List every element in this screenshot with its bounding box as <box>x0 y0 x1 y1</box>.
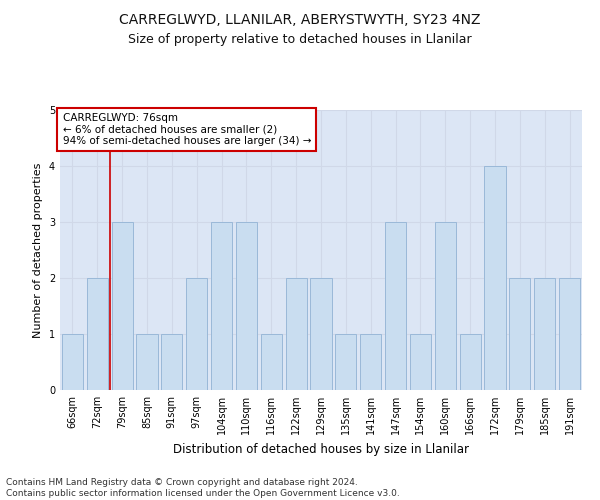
Bar <box>385 222 406 390</box>
Bar <box>161 334 182 390</box>
Bar <box>484 166 506 390</box>
Bar <box>236 222 257 390</box>
Bar <box>87 278 108 390</box>
Bar <box>460 334 481 390</box>
Text: Size of property relative to detached houses in Llanilar: Size of property relative to detached ho… <box>128 32 472 46</box>
Bar <box>112 222 133 390</box>
Bar <box>211 222 232 390</box>
Bar <box>559 278 580 390</box>
Bar <box>435 222 456 390</box>
Bar <box>286 278 307 390</box>
Bar <box>534 278 555 390</box>
Bar <box>310 278 332 390</box>
Bar <box>186 278 207 390</box>
Bar <box>62 334 83 390</box>
Bar <box>136 334 158 390</box>
Bar <box>335 334 356 390</box>
X-axis label: Distribution of detached houses by size in Llanilar: Distribution of detached houses by size … <box>173 442 469 456</box>
Text: CARREGLWYD: 76sqm
← 6% of detached houses are smaller (2)
94% of semi-detached h: CARREGLWYD: 76sqm ← 6% of detached house… <box>62 113 311 146</box>
Bar <box>410 334 431 390</box>
Text: Contains HM Land Registry data © Crown copyright and database right 2024.
Contai: Contains HM Land Registry data © Crown c… <box>6 478 400 498</box>
Bar <box>261 334 282 390</box>
Text: CARREGLWYD, LLANILAR, ABERYSTWYTH, SY23 4NZ: CARREGLWYD, LLANILAR, ABERYSTWYTH, SY23 … <box>119 12 481 26</box>
Bar <box>509 278 530 390</box>
Bar <box>360 334 381 390</box>
Y-axis label: Number of detached properties: Number of detached properties <box>34 162 43 338</box>
